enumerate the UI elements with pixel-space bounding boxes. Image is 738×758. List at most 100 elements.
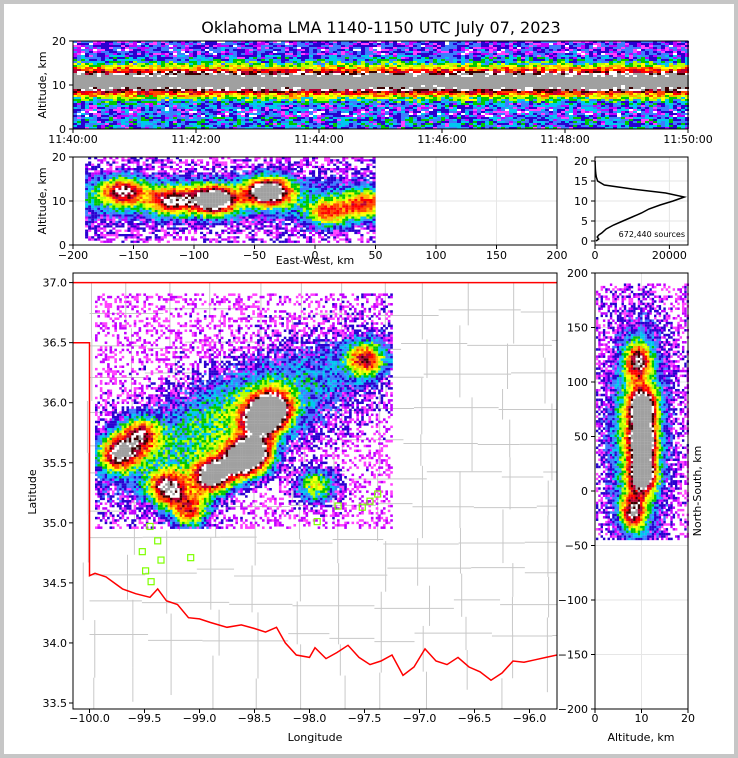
density-cell [125, 119, 129, 121]
density-cell [293, 101, 297, 103]
density-cell [317, 103, 321, 105]
density-cell [301, 75, 305, 77]
density-cell [273, 87, 277, 89]
density-cell [397, 85, 401, 87]
density-cell [417, 63, 421, 65]
density-cell [325, 119, 329, 121]
density-cell [389, 73, 393, 75]
density-cell [161, 119, 165, 121]
density-cell [361, 57, 365, 59]
density-cell [205, 107, 209, 109]
density-cell [257, 79, 261, 81]
density-cell [313, 55, 317, 57]
density-cell [109, 85, 113, 87]
density-cell [257, 75, 261, 77]
density-cell [281, 53, 285, 55]
density-cell [301, 113, 305, 115]
density-cell [477, 107, 481, 109]
density-cell [133, 103, 137, 105]
density-cell [137, 83, 141, 85]
density-cell [481, 93, 485, 95]
density-cell [417, 45, 421, 47]
density-cell [513, 65, 517, 67]
density-cell [389, 103, 393, 105]
density-cell [137, 93, 141, 95]
density-cell [253, 71, 257, 73]
density-cell [325, 77, 329, 79]
density-cell [129, 121, 133, 123]
density-cell [105, 105, 109, 107]
density-cell [181, 105, 185, 107]
density-cell [265, 105, 269, 107]
density-cell [377, 65, 381, 67]
density-cell [365, 59, 369, 61]
density-cell [113, 127, 117, 129]
density-cell [225, 123, 229, 125]
density-cell [125, 55, 129, 57]
density-cell [369, 123, 373, 125]
density-cell [293, 93, 297, 95]
density-cell [357, 53, 361, 55]
density-cell [353, 53, 357, 55]
density-cell [305, 121, 309, 123]
density-cell [261, 89, 265, 91]
density-cell [201, 49, 205, 51]
density-cell [117, 101, 121, 103]
density-cell [525, 67, 529, 69]
density-cell [305, 125, 309, 127]
density-cell [489, 63, 493, 65]
density-cell [253, 47, 257, 49]
density-cell [437, 91, 441, 93]
density-cell [477, 55, 481, 57]
density-cell [401, 55, 405, 57]
density-cell [185, 75, 189, 77]
density-cell [241, 65, 245, 67]
density-cell [241, 75, 245, 77]
density-cell [425, 113, 429, 115]
density-cell [129, 79, 133, 81]
density-cell [165, 57, 169, 59]
density-cell [489, 51, 493, 53]
density-cell [225, 127, 229, 129]
density-cell [125, 47, 129, 49]
density-cell [145, 73, 149, 75]
density-cell [393, 127, 397, 129]
density-cell [469, 61, 473, 63]
density-cell [437, 85, 441, 87]
density-cell [213, 59, 217, 61]
density-cell [489, 125, 493, 127]
density-cell [401, 57, 405, 59]
density-cell [357, 73, 361, 75]
density-cell [161, 59, 165, 61]
density-cell [473, 111, 477, 113]
density-cell [369, 59, 373, 61]
density-cell [421, 93, 425, 95]
density-cell [149, 65, 153, 67]
density-cell [481, 105, 485, 107]
density-cell [245, 89, 249, 91]
density-cell [481, 97, 485, 99]
density-cell [269, 53, 273, 55]
density-cell [193, 63, 197, 65]
density-cell [373, 105, 377, 107]
density-cell [437, 97, 441, 99]
density-cell [393, 43, 397, 45]
density-cell [469, 103, 473, 105]
density-cell [365, 99, 369, 101]
density-cell [429, 77, 433, 79]
density-cell [193, 97, 197, 99]
density-cell [197, 99, 201, 101]
density-cell [465, 101, 469, 103]
density-cell [161, 97, 165, 99]
density-cell [273, 117, 277, 119]
density-cell [257, 41, 261, 43]
density-cell [157, 59, 161, 61]
density-cell [165, 71, 169, 73]
density-cell [213, 57, 217, 59]
density-cell [493, 125, 497, 127]
density-cell [505, 93, 509, 95]
density-cell [181, 43, 185, 45]
density-cell [217, 111, 221, 113]
density-cell [101, 89, 105, 91]
density-cell [133, 63, 137, 65]
